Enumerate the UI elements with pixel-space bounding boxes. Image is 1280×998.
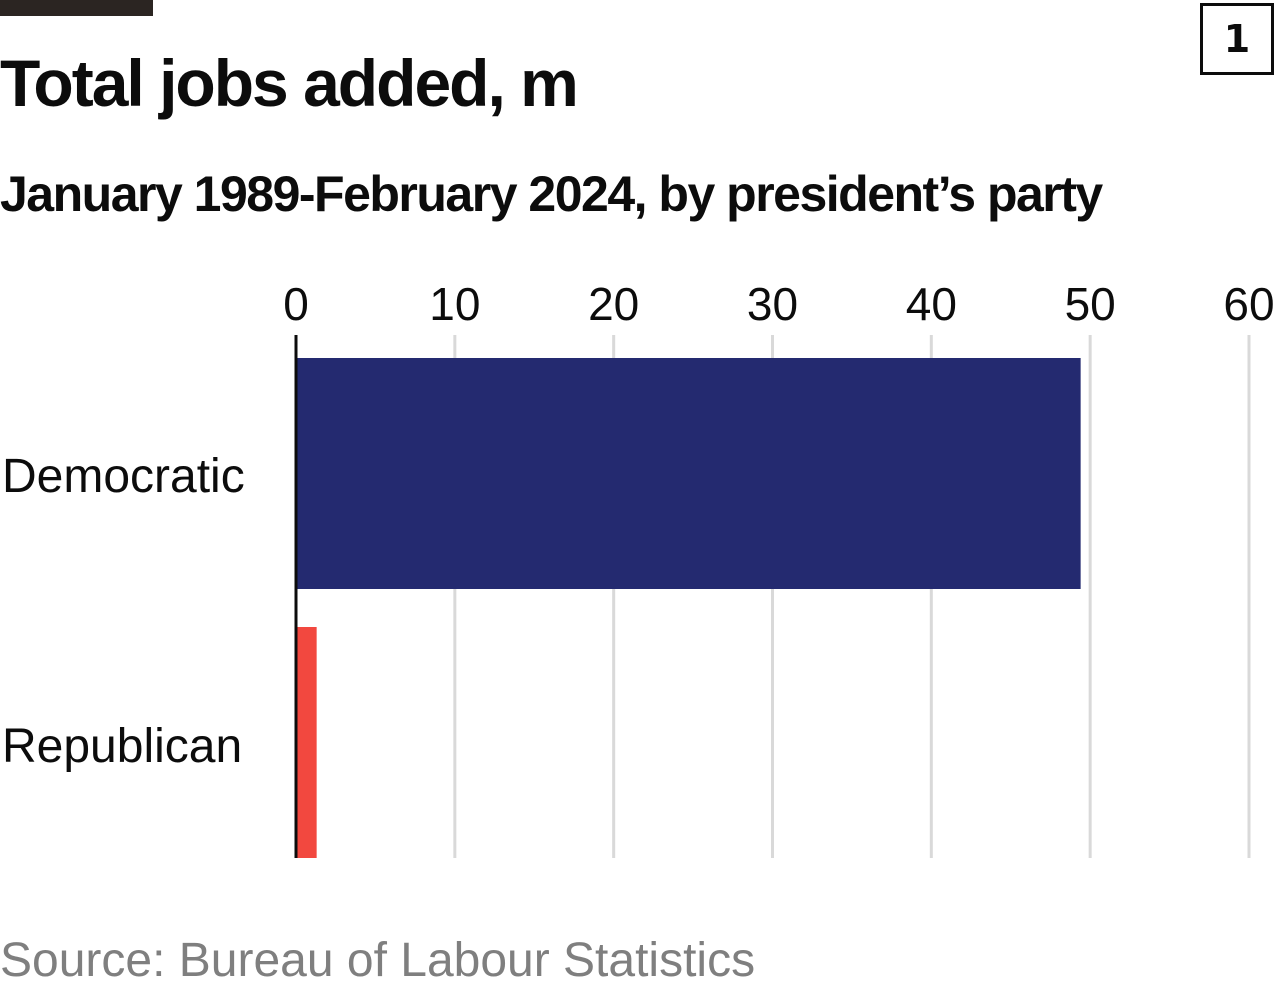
tick-label-60: 60 — [1223, 278, 1274, 330]
category-label-democratic: Democratic — [2, 450, 245, 503]
x-axis-tick-labels: 0 10 20 30 40 50 60 — [283, 278, 1274, 330]
tick-label-40: 40 — [906, 278, 957, 330]
tick-label-0: 0 — [283, 278, 309, 330]
tick-label-10: 10 — [429, 278, 480, 330]
tick-label-30: 30 — [747, 278, 798, 330]
bar-chart: 0 10 20 30 40 50 60 Democratic Republican — [2, 278, 1275, 858]
chart-number-badge: 1 — [1200, 3, 1274, 75]
tick-label-20: 20 — [588, 278, 639, 330]
bars — [296, 358, 1081, 858]
chart-subtitle: January 1989-February 2024, by president… — [0, 166, 1103, 222]
top-rule — [0, 0, 153, 16]
bar-republican — [296, 627, 317, 858]
chart-title: Total jobs added, m — [0, 46, 579, 120]
source-note: Source: Bureau of Labour Statistics — [0, 934, 756, 987]
tick-label-50: 50 — [1065, 278, 1116, 330]
bar-democratic — [296, 358, 1081, 589]
category-labels: Democratic Republican — [2, 450, 245, 773]
category-label-republican: Republican — [2, 720, 242, 773]
